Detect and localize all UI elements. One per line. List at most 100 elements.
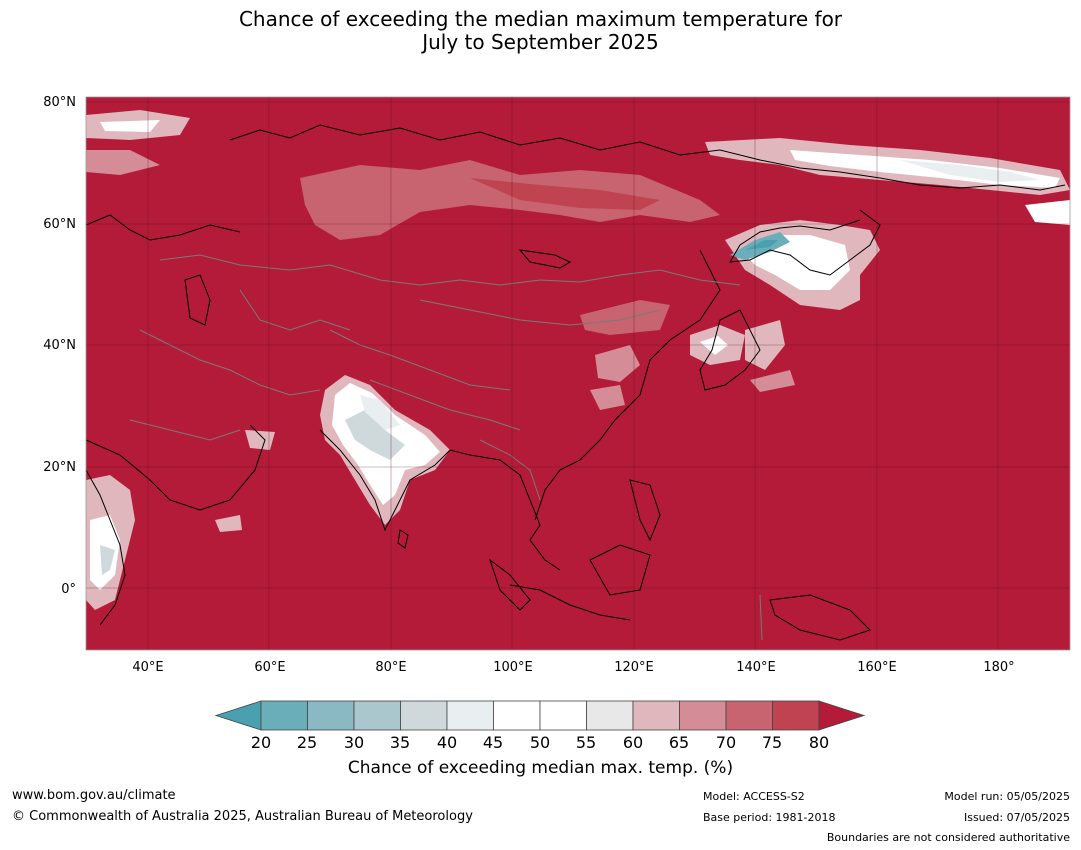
region-socotra	[215, 515, 242, 532]
base-period-text: Base period: 1981-2018	[703, 811, 836, 824]
region-okhotsk-blue-dark	[745, 240, 778, 250]
colorbar-tick-75: 75	[761, 733, 783, 752]
coast-europe-north	[85, 214, 241, 241]
coast-india	[319, 429, 471, 532]
colorbar-extend-low	[214, 700, 262, 731]
coast-baikal	[518, 249, 572, 269]
colorbar-tick-35: 35	[389, 733, 411, 752]
colorbar-tick-55: 55	[575, 733, 597, 752]
colorbar-band	[400, 700, 448, 731]
lon-label-40e: 40°E	[132, 660, 164, 675]
colorbar-tick-30: 30	[343, 733, 365, 752]
coast-china	[534, 249, 721, 521]
colorbar-band	[632, 700, 680, 731]
region-arctic-west-2	[86, 150, 160, 175]
title-line-2: July to September 2025	[422, 30, 659, 54]
colorbar-tick-45: 45	[482, 733, 504, 752]
region-mongolia	[580, 300, 670, 335]
colorbar-band	[260, 700, 308, 731]
coast-caspian	[184, 274, 211, 326]
colorbar-tick-40: 40	[436, 733, 458, 752]
border-china-mongolia	[419, 299, 661, 326]
region-japan-white	[700, 336, 728, 355]
colorbar-tick-25: 25	[296, 733, 318, 752]
lon-label-100e: 100°E	[493, 660, 533, 675]
colorbar-band	[446, 700, 494, 731]
colorbar-band	[679, 700, 727, 731]
lon-label-120e: 120°E	[614, 660, 654, 675]
probability-regions	[86, 110, 1070, 610]
model-text: Model: ACCESS-S2	[703, 790, 805, 803]
border-russia-kazakh	[159, 254, 741, 286]
colorbar-band	[493, 700, 541, 731]
colorbar-band	[353, 700, 401, 731]
region-siberia-75-80	[470, 178, 660, 210]
coast-arabia	[85, 424, 266, 511]
title-line-1: Chance of exceeding the median maximum t…	[238, 7, 843, 31]
coastlines	[85, 124, 1066, 641]
graticule	[86, 97, 1070, 650]
coast-japan	[699, 309, 761, 391]
colorbar-band	[725, 700, 773, 731]
region-korea	[595, 345, 640, 382]
border-arabia	[129, 419, 241, 441]
region-africa-40	[100, 545, 115, 575]
map-frame	[85, 96, 1071, 651]
country-borders	[129, 254, 763, 641]
region-siberia-70-80	[300, 160, 720, 240]
region-china-south	[590, 385, 625, 410]
region-yemen	[245, 430, 275, 450]
copyright-text: © Commonwealth of Australia 2025, Austra…	[12, 809, 473, 824]
lon-label-80e: 80°E	[375, 660, 407, 675]
model-run-text: Model run: 05/05/2025	[944, 790, 1070, 803]
colorbar-band	[772, 700, 820, 731]
colorbar	[214, 700, 866, 731]
coast-okhotsk	[729, 209, 881, 276]
region-arctic-west-white	[100, 120, 160, 132]
colorbar-band	[586, 700, 634, 731]
border-china-west	[329, 329, 511, 391]
lon-label-140e: 140°E	[736, 660, 776, 675]
border-newguinea	[759, 594, 763, 641]
website-link[interactable]: www.bom.gov.au/climate	[12, 788, 176, 803]
lat-label-20n: 20°N	[43, 460, 76, 475]
region-arctic-tip	[1025, 200, 1070, 225]
coast-philippines	[629, 479, 661, 542]
colorbar-label: Chance of exceeding median max. temp. (%…	[347, 758, 734, 778]
border-himalaya	[369, 379, 521, 431]
colorbar-tick-20: 20	[250, 733, 272, 752]
lon-label-160e: 160°E	[857, 660, 897, 675]
colorbar-tick-65: 65	[668, 733, 690, 752]
map-title: Chance of exceeding the median maximum t…	[0, 8, 1081, 54]
region-india-40	[345, 410, 405, 460]
colorbar-band	[307, 700, 355, 731]
lat-label-40n: 40°N	[43, 338, 76, 353]
coast-indonesia-1	[509, 584, 631, 621]
border-indochina	[479, 439, 541, 501]
colorbar-extend-high	[818, 700, 866, 731]
coast-sri-lanka	[397, 529, 409, 549]
colorbar-tick-60: 60	[622, 733, 644, 752]
coast-borneo	[589, 544, 651, 596]
region-india-45	[360, 395, 400, 430]
coast-africa-east	[85, 469, 126, 626]
disclaimer-text: Boundaries are not considered authoritat…	[826, 831, 1070, 844]
colorbar-tick-70: 70	[715, 733, 737, 752]
coast-russia-north	[229, 124, 1066, 191]
colorbar-band	[539, 700, 587, 731]
coast-indochina	[469, 454, 561, 571]
coast-newguinea	[769, 594, 871, 641]
lat-label-60n: 60°N	[43, 217, 76, 232]
colorbar-tick-80: 80	[808, 733, 830, 752]
region-japan-3	[750, 370, 795, 392]
lat-label-0: 0°	[61, 582, 76, 597]
border-central-asia	[239, 289, 351, 331]
lon-label-60e: 60°E	[254, 660, 286, 675]
lat-label-80n: 80°N	[43, 95, 76, 110]
lon-label-180: 180°	[983, 660, 1015, 675]
coast-sumatra	[489, 558, 531, 611]
issued-text: Issued: 07/05/2025	[963, 811, 1070, 824]
region-arctic-east-40	[900, 160, 1040, 182]
colorbar-tick-50: 50	[529, 733, 551, 752]
